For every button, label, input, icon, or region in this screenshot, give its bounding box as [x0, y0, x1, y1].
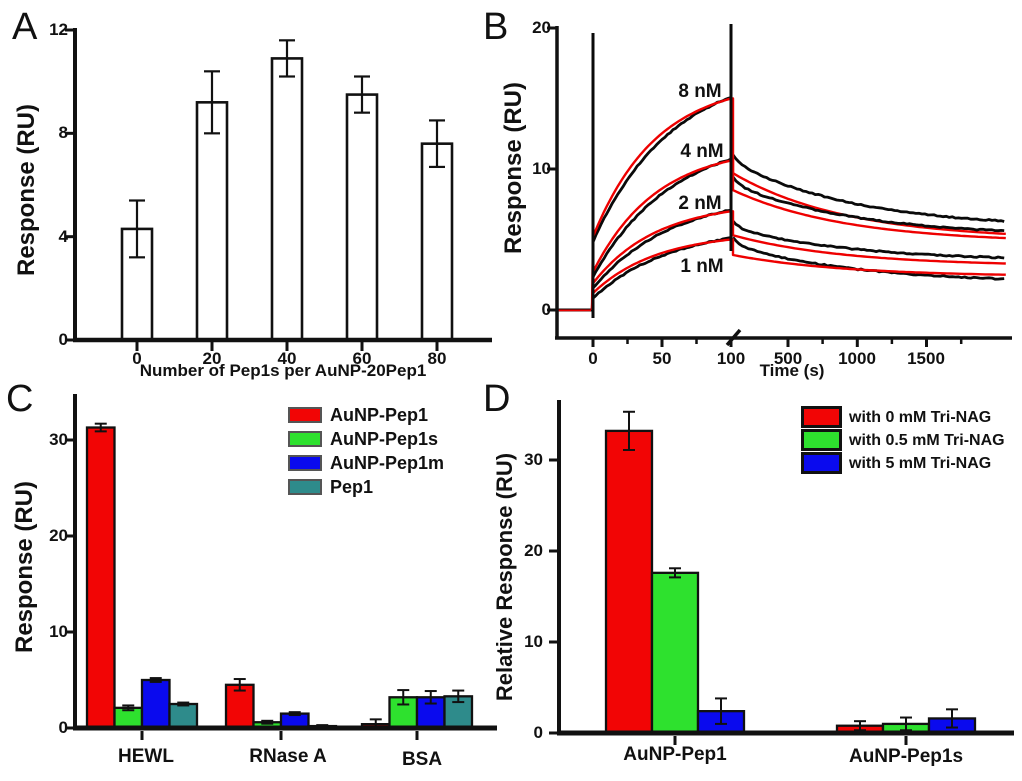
panel-c-category-rnase: RNase A: [249, 746, 327, 767]
panel-c-letter: C: [6, 378, 34, 420]
panel-b-xtick-1000: 1000: [838, 349, 876, 368]
panel-a-letter: A: [12, 6, 38, 48]
panel-a-ytick-0: 0: [58, 330, 68, 349]
panel-c-ytick-30: 30: [49, 430, 68, 449]
a-bar-80: [420, 142, 454, 342]
panel-d-ytick-0: 0: [533, 723, 543, 742]
panel-a-y-axis-title: Response (RU): [13, 103, 40, 277]
legend-swatch-pep1: [288, 479, 322, 495]
c-bar-Pep1: [168, 702, 199, 730]
panel-b-xtick-100: 100: [716, 349, 746, 368]
panel-d-category-aunp-pep1s: AuNP-Pep1s: [848, 746, 964, 767]
panel-a-xtick-40: 40: [277, 349, 297, 368]
panel-c-category-hewl: HEWL: [118, 746, 174, 767]
c-bar-AuNP-Pep1: [85, 426, 116, 730]
b-data-association-8 nM: [591, 96, 732, 243]
legend-swatch-aunp-pep1s: [288, 431, 322, 447]
b-data-dissociation-4 nM: [731, 176, 1005, 233]
panel-b-xtick-50: 50: [652, 349, 672, 368]
panel-a-xtick-80: 80: [427, 349, 447, 368]
curve-label-8nM: 8 nM: [678, 81, 722, 102]
b-fit-curve-2 nM: [590, 210, 1006, 311]
panel-a-xtick-0: 0: [132, 349, 142, 368]
panel-d-ytick-20: 20: [524, 541, 543, 560]
b-fit-curve-4 nM: [590, 159, 1006, 311]
d-bar-with 0.5 mM Tri-NAG: [650, 571, 700, 735]
legend-swatch-0mm: [801, 406, 842, 428]
panel-a-ytick-4: 4: [58, 227, 68, 246]
panel-c-y-axis-title: Response (RU): [11, 480, 38, 654]
b-fit-curve-1 nM: [590, 238, 1006, 311]
curve-label-1nM: 1 nM: [680, 256, 724, 277]
legend-label-aunp-pep1: AuNP-Pep1: [330, 405, 429, 425]
panel-b-xtick-1500: 1500: [907, 349, 945, 368]
legend-label-pep1: Pep1: [330, 477, 374, 497]
panel-b-xtick-500: 500: [773, 349, 803, 368]
curve-label-4nM: 4 nM: [680, 141, 724, 162]
b-axis-break-mark: [725, 328, 742, 347]
a-bar-20: [195, 101, 229, 342]
panel-b-letter: B: [483, 6, 509, 48]
curve-label-2nM: 2 nM: [678, 193, 722, 214]
c-bar-AuNP-Pep1: [224, 683, 255, 730]
a-bar-60: [345, 93, 379, 342]
panel-d-category-aunp-pep1: AuNP-Pep1: [623, 744, 727, 765]
legend-swatch-aunp-pep1m: [288, 455, 322, 471]
legend-swatch-05mm: [801, 429, 842, 451]
panel-c-ytick-20: 20: [49, 526, 68, 545]
panel-b-ytick-20: 20: [532, 18, 551, 37]
b-data-dissociation-2 nM: [731, 220, 1005, 260]
panel-d-ytick-10: 10: [524, 632, 543, 651]
panel-a-x-axis-title: Number of Pep1s per AuNP-20Pep1: [139, 361, 427, 380]
legend-label-0mm: with 0 mM Tri-NAG: [849, 409, 992, 426]
b-fit-curve-8 nM: [590, 97, 1006, 311]
panel-b-ytick-0: 0: [541, 300, 551, 319]
panel-b-x-axis-title: Time (s): [759, 361, 825, 380]
legend-swatch-aunp-pep1: [288, 407, 322, 423]
b-data-dissociation-8 nM: [731, 153, 1005, 223]
legend-label-aunp-pep1m: AuNP-Pep1m: [330, 453, 445, 473]
legend-label-5mm: with 5 mM Tri-NAG: [849, 455, 992, 472]
legend-swatch-5mm: [801, 452, 842, 474]
a-bar-40: [270, 57, 304, 342]
d-bar-with 0 mM Tri-NAG: [604, 429, 654, 735]
panel-a-ytick-8: 8: [58, 123, 68, 142]
legend-label-05mm: with 0.5 mM Tri-NAG: [849, 432, 1005, 449]
panel-c-category-bsa: BSA: [401, 749, 443, 770]
panel-a-xtick-60: 60: [352, 349, 372, 368]
panel-d-ytick-30: 30: [524, 450, 543, 469]
panel-b-ytick-10: 10: [532, 159, 551, 178]
panel-a-ytick-12: 12: [49, 20, 68, 39]
panel-d-letter: D: [483, 378, 511, 420]
c-bar-AuNP-Pep1m: [140, 678, 171, 730]
panel-a-xtick-20: 20: [202, 349, 222, 368]
panel-c-ytick-10: 10: [49, 622, 68, 641]
panel-b-xtick-0: 0: [588, 349, 598, 368]
panel-c-ytick-0: 0: [58, 718, 68, 737]
legend-label-aunp-pep1s: AuNP-Pep1s: [330, 429, 439, 449]
